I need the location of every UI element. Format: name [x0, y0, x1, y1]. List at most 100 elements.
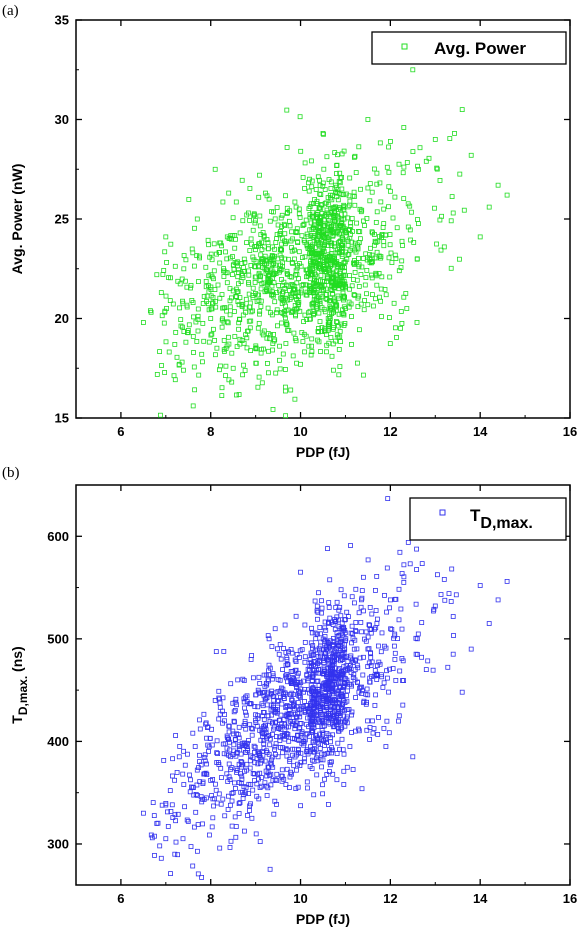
data-point: [268, 782, 274, 788]
data-point: [195, 317, 201, 322]
data-point: [459, 107, 465, 112]
data-point: [290, 353, 296, 359]
data-point: [370, 230, 376, 236]
chart-a: 6 8 10 12 14 16 15 20 25 30 35 PDP (fJ) Avg. Power (…: [9, 13, 577, 461]
data-point: [381, 243, 387, 249]
data-point: [209, 274, 215, 280]
data-point: [336, 286, 342, 292]
data-point: [279, 733, 285, 738]
data-point: [314, 305, 320, 311]
data-point: [330, 747, 335, 753]
data-point: [265, 770, 271, 776]
data-point: [358, 272, 364, 277]
data-point: [341, 719, 347, 725]
data-point: [284, 210, 290, 216]
data-point: [195, 313, 201, 319]
data-point: [294, 673, 300, 679]
data-point: [218, 775, 224, 780]
data-point: [334, 689, 340, 695]
data-point: [319, 305, 325, 311]
data-point: [272, 777, 278, 783]
data-point: [242, 368, 248, 373]
data-point: [343, 191, 349, 197]
data-point: [434, 572, 440, 578]
data-point: [364, 215, 370, 221]
data-point: [312, 293, 318, 299]
data-point: [191, 314, 196, 320]
data-point: [400, 243, 405, 248]
y-tick-label: 30: [55, 112, 69, 127]
data-point: [208, 251, 214, 257]
x-tick-label: 16: [563, 424, 577, 439]
data-point: [197, 759, 202, 764]
y-axis-title: Avg. Power (nW): [9, 164, 25, 275]
data-point: [310, 716, 315, 722]
data-point: [214, 760, 220, 765]
data-point: [315, 631, 320, 637]
data-point: [307, 251, 313, 257]
data-point: [423, 667, 429, 672]
data-point: [200, 320, 206, 326]
data-point: [211, 803, 217, 809]
data-point: [168, 241, 174, 247]
data-point: [365, 557, 371, 563]
data-point: [322, 309, 328, 315]
data-point: [381, 221, 387, 227]
data-point: [280, 283, 286, 288]
data-point: [415, 217, 420, 222]
data-point: [157, 349, 163, 355]
data-point: [294, 685, 300, 690]
data-point: [269, 757, 274, 763]
data-point: [277, 366, 283, 372]
data-point: [321, 166, 327, 172]
data-point: [305, 246, 311, 251]
data-point: [310, 812, 316, 817]
data-point: [263, 190, 268, 196]
data-point: [334, 163, 340, 169]
data-point: [293, 272, 298, 278]
data-point: [173, 839, 179, 845]
data-point: [227, 304, 233, 310]
data-point: [374, 282, 380, 288]
data-point: [325, 657, 331, 663]
data-point: [253, 360, 259, 366]
data-point: [244, 761, 250, 767]
data-point: [340, 307, 345, 313]
data-point: [163, 836, 169, 842]
data-point: [223, 373, 228, 379]
data-point: [373, 273, 379, 279]
data-point: [316, 691, 322, 697]
y-tick-label: 15: [55, 411, 69, 426]
data-point: [266, 348, 271, 354]
data-point: [386, 204, 391, 210]
data-point: [392, 194, 398, 200]
data-point: [349, 245, 355, 251]
data-point: [352, 269, 358, 275]
data-point: [345, 688, 350, 694]
data-point: [270, 406, 276, 412]
data-point: [319, 751, 325, 757]
data-point: [356, 610, 362, 616]
data-point: [441, 577, 447, 582]
data-point: [363, 275, 369, 281]
data-point: [272, 246, 277, 252]
data-point: [347, 744, 353, 749]
data-point: [331, 218, 337, 224]
data-point: [431, 608, 436, 614]
data-point: [279, 773, 285, 779]
data-point: [182, 762, 188, 768]
data-point: [376, 659, 382, 665]
data-point: [386, 255, 392, 261]
data-point: [291, 706, 297, 712]
data-point: [234, 702, 240, 708]
data-point: [312, 659, 317, 665]
data-point: [239, 304, 245, 310]
data-point: [331, 704, 337, 710]
data-point: [229, 791, 235, 796]
data-point: [249, 241, 254, 247]
data-point: [329, 288, 335, 293]
data-point: [423, 158, 429, 164]
data-point: [186, 196, 192, 202]
data-point: [344, 609, 350, 615]
data-point: [258, 346, 264, 352]
